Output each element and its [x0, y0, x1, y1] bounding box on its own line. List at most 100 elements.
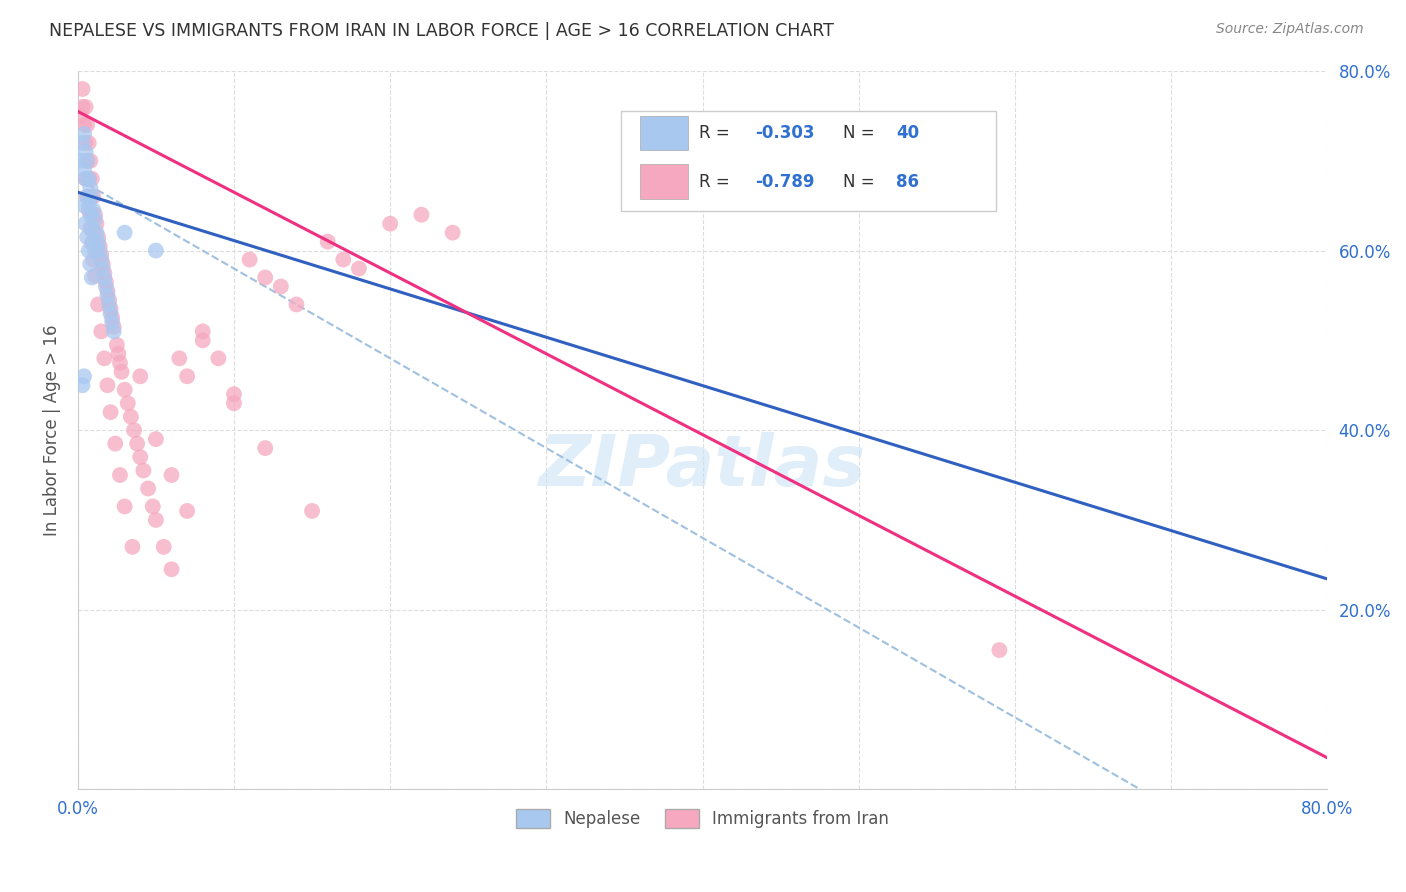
Point	[76, 230, 98, 244]
Point	[75, 171, 97, 186]
Point	[107, 347, 129, 361]
Point	[75, 136, 97, 150]
Point	[285, 297, 308, 311]
Point	[72, 82, 94, 96]
Point	[79, 190, 101, 204]
Point	[76, 153, 98, 168]
Point	[169, 351, 191, 366]
Point	[191, 334, 214, 348]
Point	[87, 297, 110, 311]
Point	[254, 270, 277, 285]
Point	[103, 325, 125, 339]
Y-axis label: In Labor Force | Age > 16: In Labor Force | Age > 16	[44, 325, 60, 536]
Point	[96, 288, 118, 302]
FancyBboxPatch shape	[621, 111, 997, 211]
Point	[129, 369, 152, 384]
Point	[80, 236, 103, 251]
Point	[93, 270, 115, 285]
Text: NEPALESE VS IMMIGRANTS FROM IRAN IN LABOR FORCE | AGE > 16 CORRELATION CHART: NEPALESE VS IMMIGRANTS FROM IRAN IN LABO…	[49, 22, 834, 40]
Point	[98, 293, 121, 307]
Point	[100, 301, 122, 316]
Point	[94, 275, 117, 289]
Point	[132, 464, 155, 478]
Text: R =: R =	[699, 124, 735, 142]
Point	[84, 208, 107, 222]
Point	[80, 270, 103, 285]
Point	[122, 423, 145, 437]
Point	[72, 378, 94, 392]
Point	[84, 244, 107, 258]
Point	[120, 409, 142, 424]
Point	[127, 436, 149, 450]
Text: N =: N =	[842, 173, 879, 191]
Point	[114, 383, 136, 397]
Point	[77, 171, 100, 186]
Text: -0.789: -0.789	[755, 173, 814, 191]
Point	[91, 261, 114, 276]
Point	[152, 540, 174, 554]
Point	[73, 127, 96, 141]
Point	[79, 221, 101, 235]
Point	[73, 369, 96, 384]
Point	[73, 199, 96, 213]
Point	[82, 235, 104, 249]
Point	[254, 441, 277, 455]
Point	[108, 356, 131, 370]
Point	[145, 244, 167, 258]
Point	[100, 306, 122, 320]
Point	[988, 643, 1011, 657]
Point	[75, 100, 97, 114]
Point	[80, 171, 103, 186]
Point	[96, 284, 118, 298]
Point	[87, 230, 110, 244]
Point	[94, 279, 117, 293]
Text: R =: R =	[699, 173, 735, 191]
Point	[73, 162, 96, 177]
Point	[72, 100, 94, 114]
Point	[145, 513, 167, 527]
Point	[77, 203, 100, 218]
Point	[411, 208, 433, 222]
Point	[222, 387, 245, 401]
Point	[110, 365, 132, 379]
Point	[160, 468, 183, 483]
Point	[76, 190, 98, 204]
Point	[103, 319, 125, 334]
Point	[145, 432, 167, 446]
Point	[105, 338, 128, 352]
Point	[86, 226, 108, 240]
Point	[316, 235, 339, 249]
Point	[84, 268, 107, 283]
Point	[75, 145, 97, 159]
Point	[301, 504, 323, 518]
Point	[207, 351, 229, 366]
Point	[98, 297, 121, 311]
Point	[108, 468, 131, 483]
Point	[84, 212, 107, 227]
Point	[100, 405, 122, 419]
Point	[90, 252, 112, 267]
Point	[93, 351, 115, 366]
Point	[380, 217, 402, 231]
Point	[79, 208, 101, 222]
Point	[114, 226, 136, 240]
Text: 86: 86	[896, 173, 920, 191]
Point	[70, 153, 93, 168]
Point	[75, 217, 97, 231]
Text: 40: 40	[896, 124, 920, 142]
Point	[75, 171, 97, 186]
Point	[89, 244, 111, 258]
Point	[79, 257, 101, 271]
Point	[76, 153, 98, 168]
Point	[176, 369, 198, 384]
Legend: Nepalese, Immigrants from Iran: Nepalese, Immigrants from Iran	[510, 802, 896, 835]
Point	[72, 136, 94, 150]
Point	[96, 378, 118, 392]
Point	[82, 190, 104, 204]
Point	[82, 226, 104, 240]
Point	[136, 482, 159, 496]
Text: -0.303: -0.303	[755, 124, 814, 142]
Point	[79, 180, 101, 194]
Point	[270, 279, 292, 293]
Point	[160, 562, 183, 576]
